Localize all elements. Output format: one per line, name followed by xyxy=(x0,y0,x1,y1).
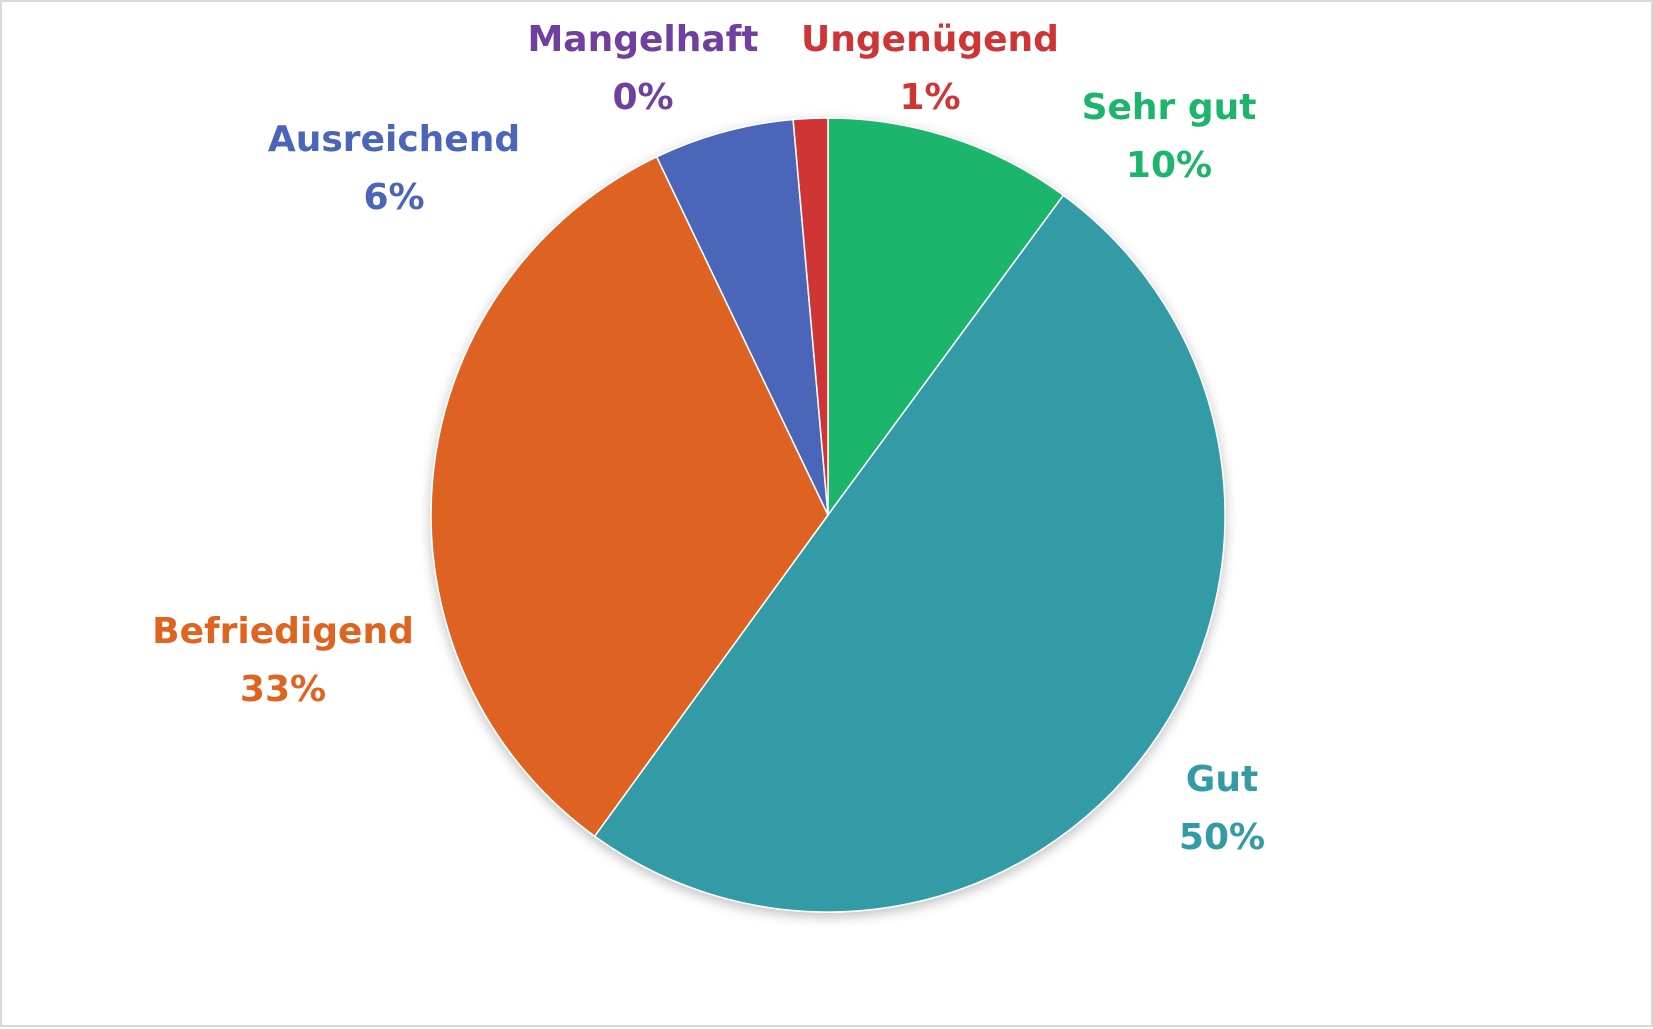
pie-slice-ungen-gend xyxy=(792,117,829,516)
data-label-percent-ausreichend: 6% xyxy=(363,177,424,218)
data-label-name-ausreichend: Ausreichend xyxy=(268,119,520,160)
pie-slice-sehr-gut xyxy=(827,117,1065,518)
data-label-percent-gut: 50% xyxy=(1179,817,1265,858)
data-label-percent-befriedigend: 33% xyxy=(240,669,326,710)
data-label-percent-sehr-gut: 10% xyxy=(1126,145,1212,186)
data-label-name-ungen-gend: Ungenügend xyxy=(801,19,1059,60)
data-label-percent-ungen-gend: 1% xyxy=(899,77,960,118)
pie-slice-gut xyxy=(593,194,1226,913)
pie-slice-ausreichend xyxy=(655,118,829,516)
data-label-name-sehr-gut: Sehr gut xyxy=(1082,87,1257,128)
data-label-name-gut: Gut xyxy=(1186,759,1258,800)
data-label-name-befriedigend: Befriedigend xyxy=(152,611,414,652)
data-label-name-mangelhaft: Mangelhaft xyxy=(527,19,758,60)
data-label-percent-mangelhaft: 0% xyxy=(612,77,673,118)
pie-slice-befriedigend xyxy=(430,155,829,838)
